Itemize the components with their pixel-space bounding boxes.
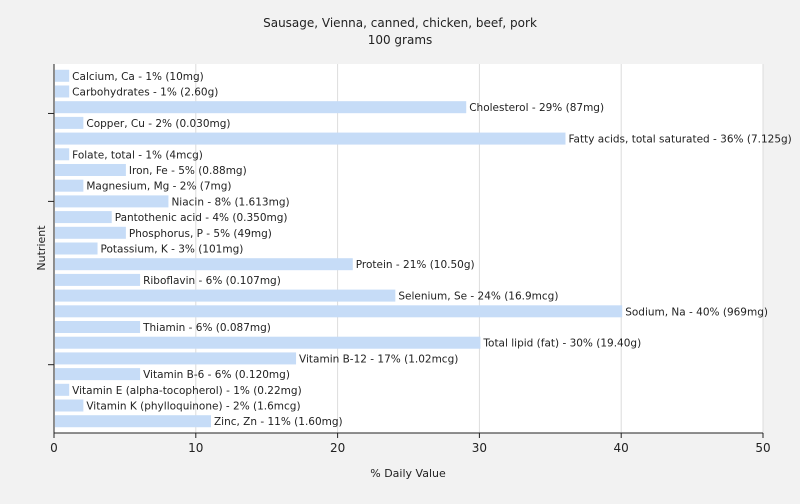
bar	[55, 226, 126, 239]
bar	[55, 132, 566, 145]
bar	[55, 368, 141, 381]
bar	[55, 163, 126, 176]
bar-label: Phosphorus, P - 5% (49mg)	[129, 228, 272, 240]
bar	[55, 242, 98, 255]
bar-label: Selenium, Se - 24% (16.9mcg)	[398, 291, 558, 303]
x-tick-label: 40	[614, 441, 629, 455]
chart-subtitle: 100 grams	[368, 33, 433, 47]
bar-label: Fatty acids, total saturated - 36% (7.12…	[568, 134, 791, 146]
bar	[55, 321, 141, 334]
bar	[55, 195, 169, 208]
bar	[55, 116, 84, 129]
bar	[55, 258, 353, 271]
gridlines	[195, 64, 764, 433]
bar	[55, 85, 70, 98]
bar-label: Pantothenic acid - 4% (0.350mg)	[115, 212, 288, 224]
bar-label: Vitamin B-12 - 17% (1.02mcg)	[299, 353, 458, 365]
bar-label: Sodium, Na - 40% (969mg)	[625, 306, 768, 318]
bar-label: Calcium, Ca - 1% (10mg)	[72, 71, 204, 83]
bar	[55, 399, 84, 412]
x-tick-label: 0	[50, 441, 58, 455]
bar	[55, 415, 211, 428]
bar	[55, 69, 70, 82]
bar-label: Carbohydrates - 1% (2.60g)	[72, 86, 218, 98]
bar-label: Total lipid (fat) - 30% (19.40g)	[482, 338, 641, 350]
bar-label: Folate, total - 1% (4mcg)	[72, 149, 203, 161]
y-axis-label: Nutrient	[35, 225, 48, 271]
axes: 0 10 20 30 40 50	[48, 64, 771, 455]
bar-label: Vitamin K (phylloquinone) - 2% (1.6mcg)	[86, 401, 300, 413]
bar	[55, 211, 112, 224]
chart-title: Sausage, Vienna, canned, chicken, beef, …	[263, 16, 537, 30]
bar	[55, 383, 70, 396]
x-tick-label: 10	[188, 441, 203, 455]
bar	[55, 101, 467, 114]
bar-label: Cholesterol - 29% (87mg)	[469, 102, 604, 114]
bar	[55, 179, 84, 192]
bar-label: Copper, Cu - 2% (0.030mg)	[86, 118, 230, 130]
x-axis-label: % Daily Value	[370, 467, 446, 480]
bar	[55, 273, 141, 286]
x-tick-label: 20	[330, 441, 345, 455]
bar-label: Magnesium, Mg - 2% (7mg)	[86, 181, 231, 193]
bar-label: Zinc, Zn - 11% (1.60mg)	[214, 416, 343, 428]
bar-label: Thiamin - 6% (0.087mg)	[142, 322, 271, 334]
plot-area	[54, 64, 763, 433]
bar-label: Riboflavin - 6% (0.107mg)	[143, 275, 281, 287]
bar-label: Niacin - 8% (1.613mg)	[171, 196, 289, 208]
bar-label: Iron, Fe - 5% (0.88mg)	[129, 165, 247, 177]
bar-label: Potassium, K - 3% (101mg)	[101, 244, 244, 256]
bar-label: Protein - 21% (10.50g)	[356, 259, 475, 271]
bar	[55, 289, 396, 302]
x-tick-label: 50	[755, 441, 770, 455]
bar	[55, 305, 623, 318]
bar	[55, 148, 70, 161]
bar	[55, 336, 481, 349]
bars: Calcium, Ca - 1% (10mg) Carbohydrates - 1…	[55, 69, 792, 428]
bar-label: Vitamin E (alpha-tocopherol) - 1% (0.22m…	[72, 385, 302, 397]
bar	[55, 352, 297, 365]
bar-label: Vitamin B-6 - 6% (0.120mg)	[143, 369, 290, 381]
x-tick-label: 30	[472, 441, 487, 455]
